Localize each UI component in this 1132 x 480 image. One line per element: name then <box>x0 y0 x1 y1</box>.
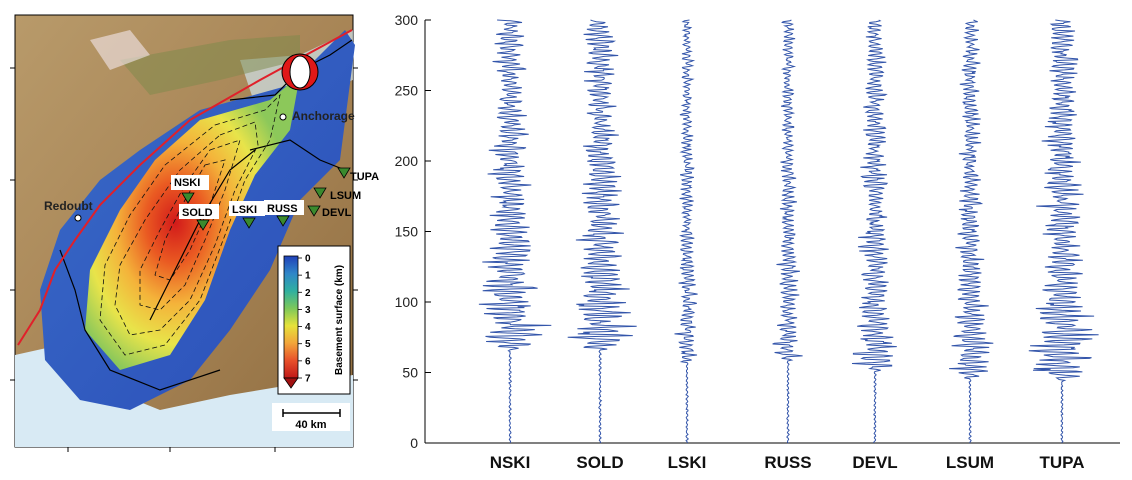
station-label-nski: NSKI <box>174 177 200 189</box>
trace-lski <box>674 19 698 443</box>
station-label-lski: LSKI <box>232 204 257 216</box>
station-label-box-russ <box>264 200 304 215</box>
x-label-lsum: LSUM <box>946 453 994 472</box>
colorbar-tick-label: 2 <box>305 288 311 299</box>
x-label-russ: RUSS <box>764 453 811 472</box>
stations: NSKI SOLD LSKI RUSS DEVL LSUM TUPA <box>171 167 379 231</box>
station-label-devl: DEVL <box>322 207 352 219</box>
focal-mechanism-icon <box>281 53 319 91</box>
x-label-devl: DEVL <box>852 453 897 472</box>
station-marker-devl <box>307 205 321 217</box>
station-marker-tupa <box>337 167 351 179</box>
station-label-box-nski <box>171 175 209 190</box>
station-label-box-lski <box>229 201 265 216</box>
colorbar-legend: 0 1 2 3 4 5 6 7 Basement surface (km) <box>277 245 351 395</box>
sea-water <box>15 345 353 447</box>
trace-tupa <box>1028 19 1099 444</box>
y-tick-label: 250 <box>395 83 419 99</box>
redoubt-marker <box>74 214 82 222</box>
basin-map: Anchorage Redoubt NSKI SOLD LSKI RUSS DE… <box>10 14 379 452</box>
seismogram-chart: 0 50 100 150 200 250 300 NSKI SOLD LSKI RUSS DEVL L… <box>395 12 1120 472</box>
colorbar-tick-label: 7 <box>305 374 311 385</box>
seismogram-panel: 0 50 100 150 200 250 300 NSKI SOLD LSKI RUSS DEVL L… <box>380 0 1132 475</box>
y-tick-label: 50 <box>402 365 418 381</box>
x-label-lski: LSKI <box>668 453 707 472</box>
anchorage-marker <box>279 113 287 121</box>
y-tick-label: 200 <box>395 153 419 169</box>
scale-bar-label: 40 km <box>295 419 326 431</box>
station-label-russ: RUSS <box>267 203 298 215</box>
colorbar-title: Basement surface (km) <box>334 265 345 375</box>
scale-bar: 40 km <box>272 403 350 431</box>
colorbar-tick-label: 6 <box>305 356 311 367</box>
colorbar-tick-label: 1 <box>305 271 311 282</box>
fault-line <box>17 29 353 346</box>
station-marker-lsum <box>313 187 327 199</box>
seismogram-traces <box>478 19 1099 444</box>
station-marker-nski <box>181 192 195 204</box>
snow-peaks <box>90 30 150 70</box>
station-marker-sold <box>196 219 210 231</box>
y-tick-label: 0 <box>410 435 418 451</box>
trace-russ <box>772 19 803 444</box>
y-axis-ticks: 0 50 100 150 200 250 300 <box>395 12 431 451</box>
x-label-tupa: TUPA <box>1039 453 1084 472</box>
place-label-redoubt: Redoubt <box>44 199 93 213</box>
trace-devl <box>851 19 897 444</box>
colorbar-ticks: 0 1 2 3 4 5 6 7 <box>298 254 311 385</box>
trace-nski <box>478 19 552 443</box>
station-label-box-sold <box>179 204 219 219</box>
colorbar-tick-label: 4 <box>305 322 311 333</box>
station-label-sold: SOLD <box>182 207 213 219</box>
x-label-sold: SOLD <box>576 453 623 472</box>
y-tick-label: 150 <box>395 224 419 240</box>
trace-lsum <box>949 19 994 444</box>
basin-depth-fill <box>85 75 300 370</box>
colorbar-tick-label: 5 <box>305 339 311 350</box>
trace-sold <box>567 19 637 444</box>
colorbar-tick-label: 3 <box>305 305 311 316</box>
station-label-tupa: TUPA <box>350 171 379 183</box>
colorbar-arrow <box>283 377 299 389</box>
basin-map-panel: Anchorage Redoubt NSKI SOLD LSKI RUSS DE… <box>0 0 380 475</box>
station-label-lsum: LSUM <box>330 190 361 202</box>
colorbar-tick-label: 0 <box>305 254 311 265</box>
scale-bar-box <box>272 403 350 431</box>
station-marker-lski <box>242 217 256 229</box>
station-axis-labels: NSKI SOLD LSKI RUSS DEVL LSUM TUPA <box>490 453 1085 472</box>
x-label-nski: NSKI <box>490 453 531 472</box>
valley-lowland <box>120 35 300 95</box>
map-frame-ticks <box>10 67 358 452</box>
colorbar-ramp <box>283 255 299 379</box>
y-tick-label: 100 <box>395 294 419 310</box>
y-tick-label: 300 <box>395 12 419 28</box>
place-label-anchorage: Anchorage <box>292 109 355 123</box>
station-marker-russ <box>276 215 290 227</box>
